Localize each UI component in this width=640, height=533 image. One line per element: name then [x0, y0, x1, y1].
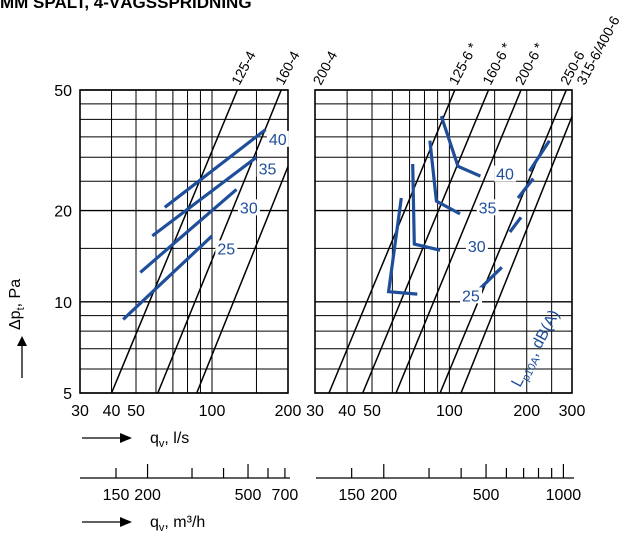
left-panel: 125-4 160-4 200-4 25 30 35 40 — [79, 48, 340, 394]
left-x-tick-label: 50 — [127, 403, 145, 420]
left-sound-line-35 — [151, 155, 258, 238]
left-x-tick-label: 200 — [275, 403, 302, 420]
right-x-tick-label: 100 — [436, 403, 463, 420]
y-tick-label: 20 — [54, 204, 72, 221]
right-curve-250-6 — [439, 90, 567, 393]
m3h-left-tick-label: 150 — [103, 487, 130, 504]
y-axis-label: Δpt, Pa — [7, 279, 27, 330]
x-axis-label: qv, l/s — [150, 430, 189, 450]
right-panel: 125-6 *160-6 *200-6 * 250-6315-6/400-6253… — [314, 13, 623, 394]
left-curve-label: 125-4 — [228, 48, 259, 87]
left-db-label: 40 — [269, 132, 287, 149]
left-db-label: 25 — [217, 241, 235, 258]
right-db-label: 25 — [462, 288, 480, 305]
right-sound-line-upper-b — [508, 216, 523, 233]
right-sound-line-30 — [411, 163, 441, 252]
sound-level-label: Lp10A, dB(A) — [509, 307, 566, 391]
right-frame — [314, 89, 573, 394]
left-db-label: 35 — [259, 162, 277, 179]
right-x-tick-label: 200 — [513, 403, 540, 420]
right-curve-125-6 — [328, 90, 456, 393]
x-axis-arrowhead — [120, 433, 132, 443]
left-curve-label: 160-4 — [272, 48, 303, 87]
m3h-right-tick-label: 150 — [338, 487, 365, 504]
right-curve-200-6 — [395, 90, 522, 393]
right-sound-line-upper-c — [516, 177, 535, 199]
right-sound-line-25 — [386, 197, 418, 296]
right-curve-label: 160-6 * — [479, 40, 515, 88]
right-sound-line-35 — [428, 140, 461, 216]
right-curve-label: 125-6 * — [445, 40, 481, 88]
left-x-tick-label: 30 — [71, 403, 89, 420]
right-x-tick-label: 40 — [338, 403, 356, 420]
right-db-label: 40 — [496, 167, 514, 184]
y-tick-label: 5 — [63, 386, 72, 403]
m3h-right-tick-label: 500 — [473, 487, 500, 504]
chart-title: MM SPALT, 4-VÄGSSPRIDNING — [0, 0, 252, 12]
right-x-tick-label: 30 — [306, 403, 324, 420]
right-curve-label: 200-6 * — [512, 40, 548, 88]
m3h-left-tick-label: 700 — [272, 487, 299, 504]
right-curve-315-6/400-6 — [460, 114, 572, 393]
left-sound-line-40 — [163, 128, 267, 209]
left-x-tick-label: 40 — [103, 403, 121, 420]
m3h-left-tick-label: 500 — [235, 487, 262, 504]
y-tick-label: 10 — [54, 295, 72, 312]
m3h-left-tick-label: 200 — [134, 487, 161, 504]
left-sound-line-30 — [139, 188, 238, 274]
left-curve-200-4 — [196, 164, 288, 393]
right-db-label: 35 — [479, 200, 497, 217]
y-axis-arrowhead — [17, 336, 27, 346]
y-axis: 5 10 20 50 Δpt, Pa — [7, 83, 72, 403]
left-sound-line-25 — [122, 234, 214, 321]
m3h-right-tick-label: 200 — [370, 487, 397, 504]
right-x-tick-label: 50 — [363, 403, 381, 420]
right-sound-line-upper-d — [528, 139, 551, 172]
right-db-label: 30 — [468, 239, 486, 256]
left-curve-label: 200-4 — [309, 48, 340, 87]
m3h-right-tick-label: 1000 — [546, 487, 582, 504]
right-sound-line-40 — [439, 115, 482, 178]
m3h-axis-label: qv, m³/h — [150, 514, 205, 533]
right-curve-label: 315-6/400-6 — [573, 13, 623, 87]
right-x-tick-label: 300 — [559, 403, 586, 420]
left-x-tick-label: 100 — [199, 403, 226, 420]
left-db-label: 30 — [240, 200, 258, 217]
right-curve-160-6 — [362, 90, 490, 393]
m3h-axis-arrowhead — [120, 517, 132, 527]
left-frame — [79, 89, 289, 394]
y-tick-label: 50 — [54, 83, 72, 100]
